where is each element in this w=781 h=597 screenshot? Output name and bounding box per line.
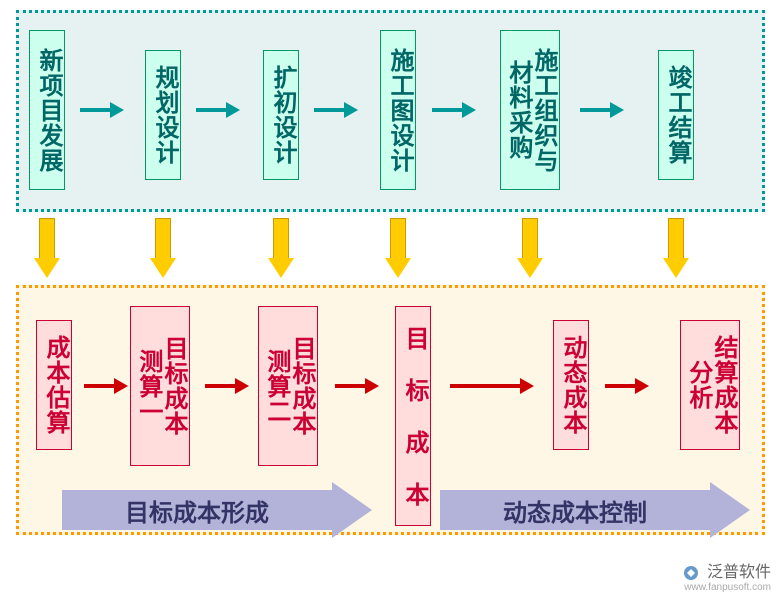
arrow-right-icon [580, 102, 624, 118]
watermark-url: www.fanpusoft.com [683, 582, 771, 593]
arrow-down-icon [663, 218, 689, 278]
bb5: 动态成本 [553, 320, 589, 450]
arrow-down-icon [150, 218, 176, 278]
arrow-right-icon [196, 102, 240, 118]
arrow-right-icon [450, 378, 534, 394]
arrow-right-icon [432, 102, 476, 118]
bb6: 结算成本分析 [680, 320, 740, 450]
tb4: 施工图设计 [380, 30, 416, 190]
tb1: 新项目发展 [29, 30, 65, 190]
arrow-right-icon [605, 378, 649, 394]
phase-arrow: 动态成本控制 [440, 490, 750, 530]
arrow-right-icon [80, 102, 124, 118]
logo-icon [683, 565, 699, 581]
arrow-right-icon [335, 378, 379, 394]
arrow-right-icon [84, 378, 128, 394]
arrow-down-icon [385, 218, 411, 278]
arrow-down-icon [517, 218, 543, 278]
tb2: 规划设计 [145, 50, 181, 180]
arrow-right-icon [205, 378, 249, 394]
tb3: 扩初设计 [263, 50, 299, 180]
bb3: 目标成本测算二 [258, 306, 318, 466]
arrow-down-icon [34, 218, 60, 278]
tb6: 竣工结算 [658, 50, 694, 180]
bb2: 目标成本测算一 [130, 306, 190, 466]
bb4: 目 标 成 本 [395, 306, 431, 526]
phase-arrow: 目标成本形成 [62, 490, 372, 530]
watermark-text: 泛普软件 [707, 564, 771, 581]
arrow-right-icon [314, 102, 358, 118]
watermark: 泛普软件 www.fanpusoft.com [683, 558, 771, 593]
tb5: 施工组织与材料采购 [500, 30, 560, 190]
bb1: 成本估算 [36, 320, 72, 450]
arrow-down-icon [268, 218, 294, 278]
